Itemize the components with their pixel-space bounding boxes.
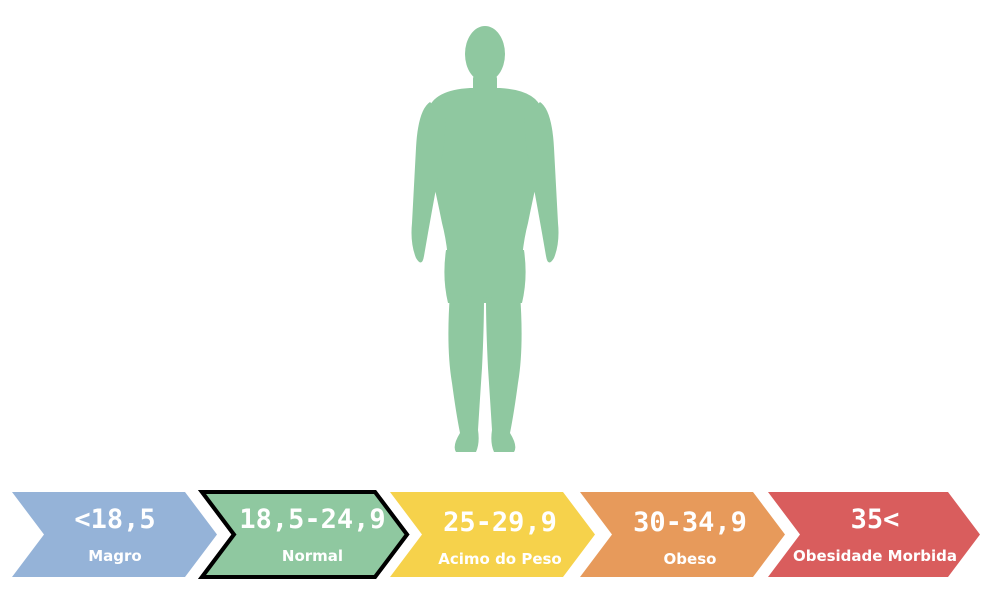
band-label: Normal <box>281 547 344 565</box>
band-range: <18,5 <box>74 504 156 535</box>
selected-chevron-outline <box>197 490 410 579</box>
band-label: Magro <box>88 547 142 565</box>
band-range: 30-34,9 <box>633 507 747 538</box>
chevron-1 <box>12 492 217 577</box>
band-range: 25-29,9 <box>443 507 557 538</box>
chevron-4 <box>580 492 785 577</box>
human-figure <box>400 18 570 458</box>
band-magro: <18,5 Magro <box>40 504 190 566</box>
band-label: Obeso <box>663 550 717 568</box>
band-label: Acimo do Peso <box>438 550 562 568</box>
band-label: Obesidade Morbida <box>792 547 958 565</box>
human-body-icon <box>411 26 559 452</box>
band-range: 18,5-24,9 <box>239 504 386 535</box>
band-obesidade-morbida: 35< Obesidade Morbida <box>780 504 970 566</box>
chevron-5 <box>768 492 980 577</box>
band-acimo-do-peso: 25-29,9 Acimo do Peso <box>415 507 585 569</box>
band-obeso: 30-34,9 Obeso <box>605 507 775 569</box>
chevron-3 <box>390 492 595 577</box>
band-normal: 18,5-24,9 Normal <box>230 504 395 566</box>
band-range: 35< <box>850 504 900 535</box>
